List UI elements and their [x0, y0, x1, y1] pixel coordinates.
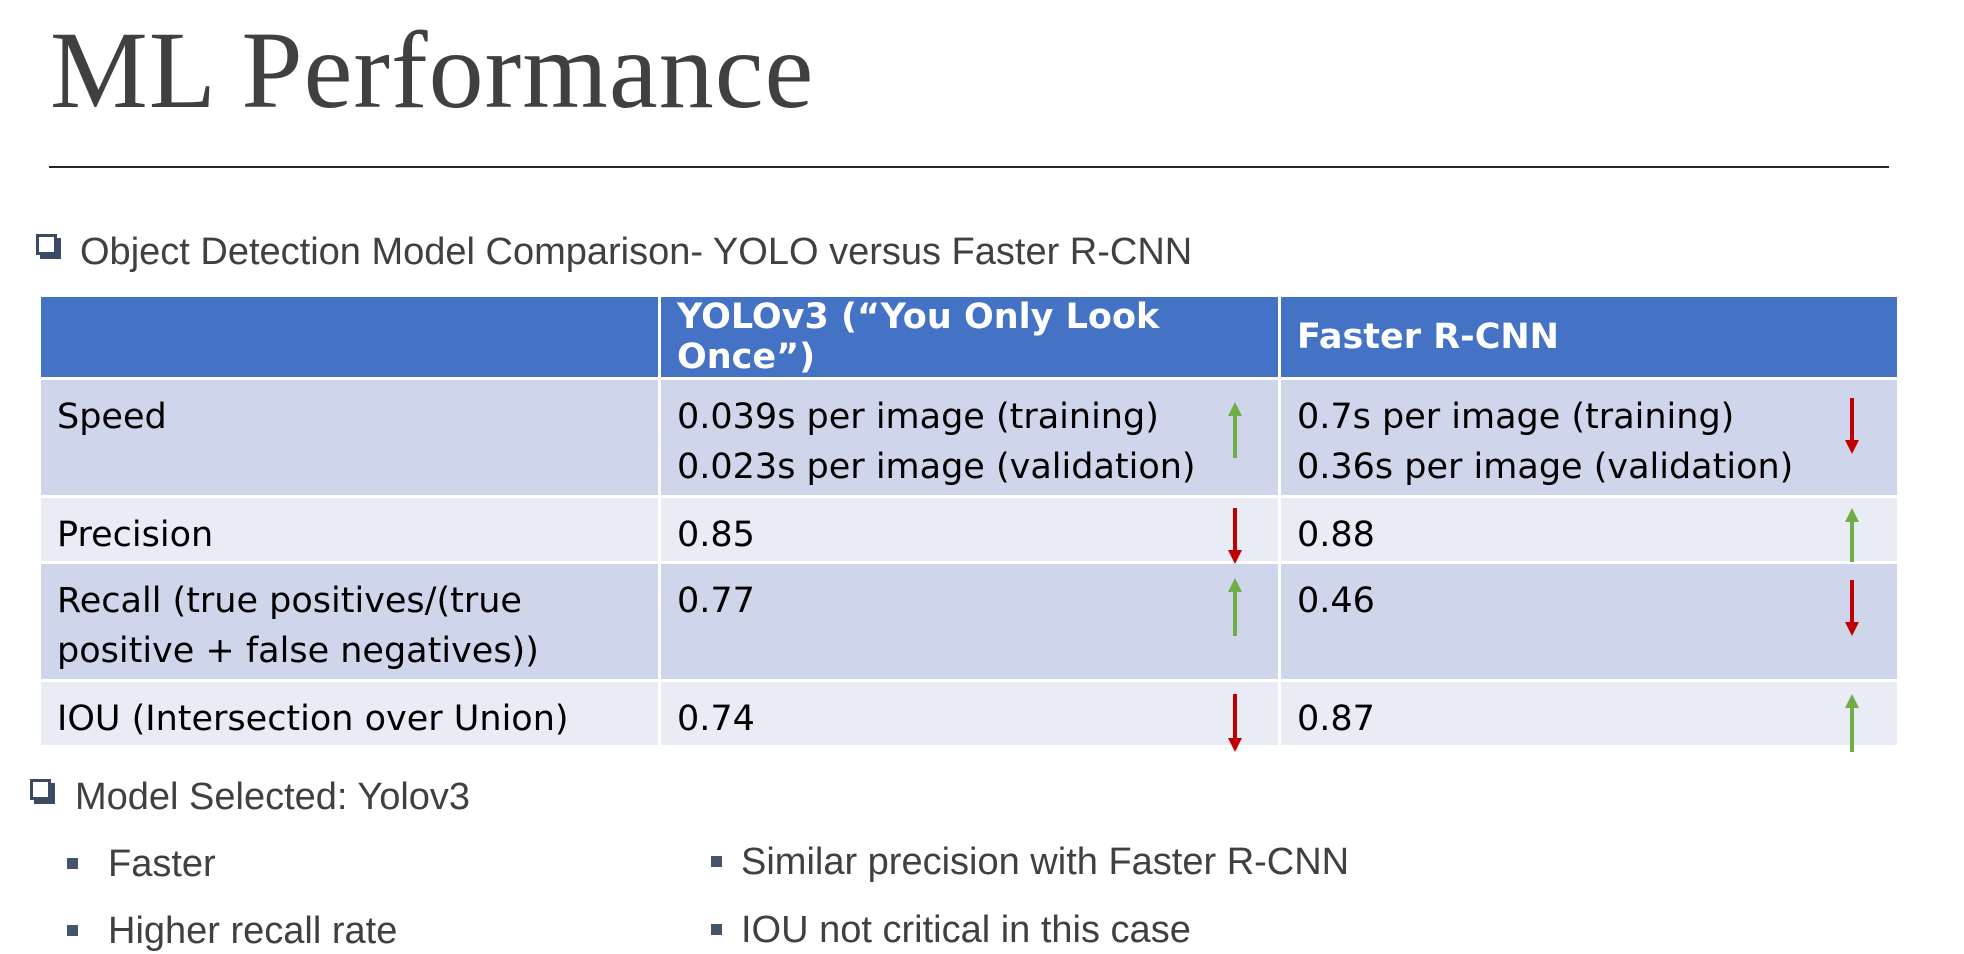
- metric-cell: Precision: [38, 495, 661, 564]
- slide-title: ML Performance: [50, 9, 815, 131]
- faster-rcnn-value: 0.88: [1297, 515, 1375, 555]
- yolov3-value: 0.023s per image (validation): [677, 447, 1196, 487]
- arrow-down-icon: [1845, 580, 1859, 636]
- table-row: Speed 0.039s per image (training) 0.023s p…: [38, 377, 1900, 498]
- square-bullet-icon: [67, 858, 78, 869]
- faster-rcnn-value: 0.46: [1297, 581, 1375, 621]
- selection-heading: Model Selected: Yolov3: [75, 776, 471, 818]
- arrow-up-icon: [1228, 402, 1242, 458]
- metric-label: Precision: [57, 515, 214, 555]
- metric-label: Speed: [57, 397, 167, 437]
- arrow-down-icon: [1228, 508, 1242, 564]
- metric-cell: Speed: [38, 377, 661, 498]
- yolov3-cell: 0.77: [658, 561, 1281, 682]
- square-bullet-icon: [67, 925, 78, 936]
- yolov3-cell: 0.039s per image (training) 0.023s per im…: [658, 377, 1281, 498]
- metric-label: positive + false negatives)): [57, 631, 539, 671]
- title-divider: [49, 166, 1889, 168]
- yolov3-value: 0.77: [677, 581, 755, 621]
- yolov3-value: 0.85: [677, 515, 755, 555]
- faster-rcnn-value: 0.36s per image (validation): [1297, 447, 1794, 487]
- metric-label: Recall (true positives/(true: [57, 581, 522, 621]
- table-body: Speed 0.039s per image (training) 0.023s p…: [38, 377, 1900, 752]
- arrow-up-icon: [1228, 578, 1242, 636]
- faster-rcnn-cell: 0.46: [1278, 561, 1900, 682]
- arrow-up-icon: [1845, 694, 1859, 752]
- checkbox-bullet-icon: [30, 779, 51, 800]
- arrow-down-icon: [1845, 398, 1859, 454]
- bullet-faster: Faster: [108, 843, 216, 885]
- yolov3-value: 0.74: [677, 699, 755, 739]
- table-row: Recall (true positives/(true positive + f…: [38, 561, 1900, 682]
- yolov3-cell: 0.85: [658, 495, 1281, 564]
- comparison-heading: Object Detection Model Comparison- YOLO …: [80, 231, 1193, 273]
- table-row: IOU (Intersection over Union) 0.74 0.87: [38, 679, 1900, 752]
- header-yolov3: YOLOv3 (“You Only Look Once”): [658, 294, 1281, 380]
- yolov3-cell: 0.74: [658, 679, 1281, 752]
- faster-rcnn-cell: 0.87: [1278, 679, 1900, 752]
- header-metric: [38, 294, 661, 380]
- metric-cell: IOU (Intersection over Union): [38, 679, 661, 748]
- header-faster-rcnn: Faster R-CNN: [1278, 294, 1900, 380]
- table-header-row: YOLOv3 (“You Only Look Once”) Faster R-C…: [38, 294, 1900, 380]
- checkbox-bullet-icon: [36, 234, 57, 255]
- bullet-higher-recall: Higher recall rate: [108, 910, 398, 952]
- faster-rcnn-cell: 0.88: [1278, 495, 1900, 564]
- comparison-table: YOLOv3 (“You Only Look Once”) Faster R-C…: [38, 294, 1900, 752]
- faster-rcnn-value: 0.87: [1297, 699, 1375, 739]
- faster-rcnn-value: 0.7s per image (training): [1297, 397, 1735, 437]
- square-bullet-icon: [711, 924, 722, 935]
- metric-label: IOU (Intersection over Union): [57, 699, 569, 739]
- bullet-iou-not-critical: IOU not critical in this case: [741, 909, 1191, 951]
- arrow-down-icon: [1228, 694, 1242, 752]
- square-bullet-icon: [711, 856, 722, 867]
- yolov3-value: 0.039s per image (training): [677, 397, 1159, 437]
- metric-cell: Recall (true positives/(true positive + f…: [38, 561, 661, 682]
- bullet-similar-precision: Similar precision with Faster R-CNN: [741, 841, 1350, 883]
- faster-rcnn-cell: 0.7s per image (training) 0.36s per image…: [1278, 377, 1900, 498]
- arrow-up-icon: [1845, 508, 1859, 562]
- table-row: Precision 0.85 0.88: [38, 495, 1900, 564]
